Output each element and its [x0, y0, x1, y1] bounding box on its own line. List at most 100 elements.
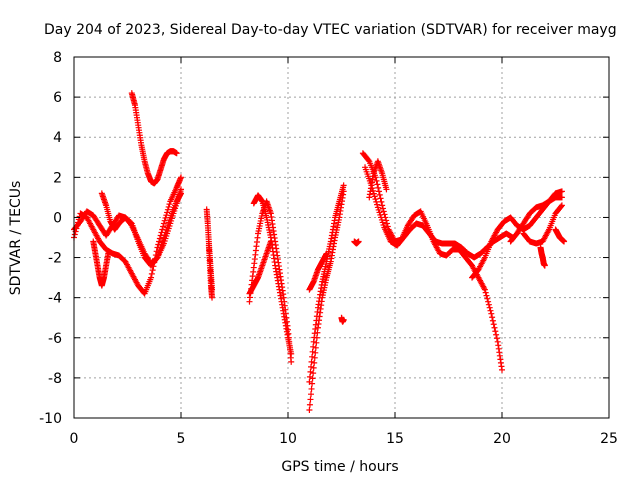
- series-trace-23: [552, 226, 568, 245]
- x-tick-label: 5: [177, 431, 186, 447]
- plot-frame: [73, 56, 610, 419]
- x-tick-label: 25: [600, 431, 618, 447]
- data-point: [490, 321, 497, 328]
- series-trace-20: [520, 202, 565, 247]
- grid-layer: [74, 57, 609, 418]
- data-point: [306, 401, 313, 408]
- data-point: [310, 343, 317, 350]
- y-tick-label: -8: [48, 371, 62, 387]
- data-point: [384, 223, 391, 230]
- data-point: [209, 294, 216, 301]
- data-point: [340, 182, 347, 189]
- data-point: [105, 250, 112, 257]
- y-tick-label: -2: [48, 251, 62, 267]
- data-point: [288, 350, 295, 357]
- tick-layer: [73, 56, 610, 419]
- data-point: [178, 186, 184, 193]
- series-trace-7: [205, 242, 216, 301]
- data-point: [488, 310, 495, 317]
- data-point: [178, 174, 184, 181]
- data-point: [558, 202, 565, 209]
- data-point: [312, 344, 319, 351]
- y-axis-label: SDTVAR / TECUs: [8, 181, 24, 296]
- data-point: [378, 198, 385, 205]
- y-tick-label: -6: [48, 331, 62, 347]
- x-tick-label: 20: [493, 431, 511, 447]
- data-point: [127, 219, 134, 226]
- series-trace-22: [537, 244, 548, 269]
- data-point: [493, 335, 500, 342]
- series-trace-3: [98, 186, 184, 269]
- data-point: [309, 348, 316, 355]
- data-point: [375, 184, 382, 191]
- data-point: [340, 316, 347, 323]
- data-point: [376, 191, 383, 198]
- y-tick-label: 8: [53, 50, 62, 66]
- data-point: [486, 304, 493, 311]
- data-point: [485, 301, 492, 308]
- data-point: [149, 267, 156, 274]
- data-point: [558, 188, 565, 195]
- data-point: [311, 354, 318, 361]
- series-trace-1: [71, 174, 184, 297]
- data-point: [379, 205, 386, 212]
- x-tick-label: 0: [70, 431, 79, 447]
- data-point: [373, 177, 380, 184]
- data-point: [558, 194, 565, 201]
- data-point: [156, 238, 163, 245]
- data-point: [541, 262, 548, 269]
- y-tick-label: 6: [53, 90, 62, 106]
- data-point: [373, 198, 380, 205]
- data-point: [306, 373, 313, 380]
- data-point: [166, 201, 173, 208]
- data-point: [372, 174, 379, 181]
- data-point: [313, 339, 320, 346]
- data-point: [482, 289, 489, 296]
- x-tick-label: 10: [279, 431, 297, 447]
- data-point: [310, 364, 317, 371]
- data-point: [484, 295, 491, 302]
- series-trace-13: [306, 250, 330, 293]
- data-point: [374, 181, 381, 188]
- series-trace-5: [128, 90, 180, 187]
- data-point: [561, 238, 568, 245]
- data-point: [164, 206, 171, 213]
- data-point: [307, 368, 314, 375]
- data-point: [481, 286, 488, 293]
- data-point: [160, 220, 167, 227]
- data-point: [165, 203, 172, 210]
- y-tick-label: 2: [53, 170, 62, 186]
- data-point: [156, 235, 163, 242]
- data-point: [377, 195, 384, 202]
- data-point: [312, 349, 319, 356]
- y-tick-label: -4: [48, 291, 62, 307]
- data-point: [164, 209, 171, 216]
- series-trace-17: [362, 164, 516, 261]
- tick-label-layer: 0 5 10 15 20 25 -10 -8 -6 -4 -2 0 2 4 6 8: [39, 50, 618, 447]
- series-trace-14: [338, 314, 347, 325]
- data-point: [485, 298, 492, 305]
- x-tick-label: 15: [386, 431, 404, 447]
- data-point: [380, 208, 387, 215]
- data-point: [267, 238, 274, 245]
- data-point: [371, 193, 378, 200]
- data-point: [379, 202, 386, 209]
- series-trace-9: [250, 192, 295, 357]
- data-point: [370, 190, 377, 197]
- data-point: [483, 292, 490, 299]
- points-layer: [71, 90, 568, 413]
- data-point: [310, 370, 317, 377]
- data-point: [492, 328, 499, 335]
- data-point: [487, 307, 494, 314]
- data-point: [173, 150, 180, 157]
- data-point: [309, 353, 316, 360]
- data-point: [491, 324, 498, 331]
- data-point: [489, 317, 496, 324]
- series-trace-21: [507, 194, 565, 245]
- data-point: [308, 391, 315, 398]
- data-point: [372, 196, 379, 203]
- y-tick-label: -10: [39, 411, 62, 427]
- data-point: [374, 201, 381, 208]
- y-tick-label: 0: [53, 210, 62, 226]
- data-point: [148, 274, 155, 281]
